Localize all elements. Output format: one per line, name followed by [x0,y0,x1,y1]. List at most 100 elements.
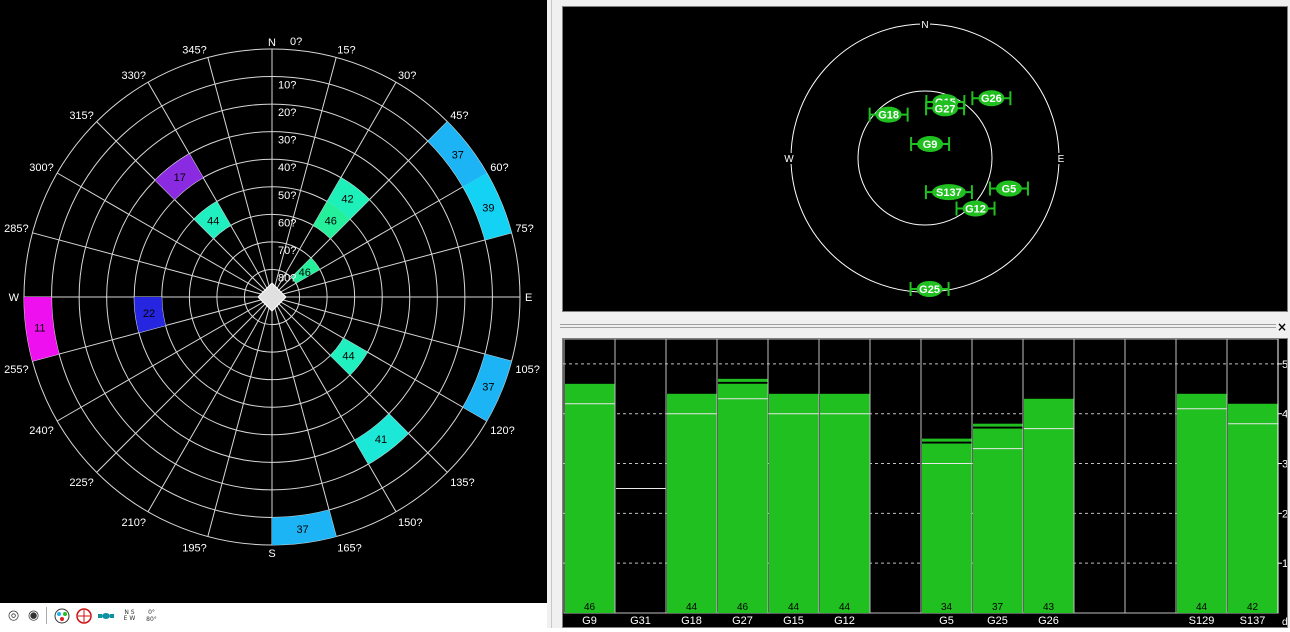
azimuth-label: 15? [337,45,355,57]
snr-column [614,338,667,614]
horizontal-splitter[interactable]: × [558,318,1290,336]
azimuth-spoke [271,296,337,537]
elevation-label: 70? [278,245,296,257]
snr-sat-label: G5 [939,615,954,627]
snr-bar[interactable] [1177,393,1227,613]
snr-value-label: 43 [1043,602,1055,613]
satellite-id: S137 [936,187,962,199]
elevation-icon[interactable]: 0° 80° [142,606,161,625]
azimuth-label: 225? [69,477,93,489]
azimuth-label: 285? [4,223,28,235]
snr-cell [194,201,231,239]
snr-cell [313,201,350,239]
compass-label: S [268,548,275,560]
snr-sat-label: G12 [834,615,855,627]
azimuth-spoke [207,57,273,298]
azimuth-label: 150? [398,517,422,529]
snr-bar[interactable] [1024,398,1074,613]
azimuth-spoke [271,57,337,298]
snr-column [1124,338,1177,614]
satellite-icon[interactable] [96,606,115,625]
snr-bar-chart[interactable]: 46 G9 G31 44 G18 46 G27 44 G15 44 G12 34 G5 37 G25 43 G2… [562,338,1290,628]
azimuth-label: 135? [450,477,474,489]
satellite-marker[interactable]: S137 [924,184,973,201]
snr-bar[interactable] [820,393,870,613]
compass-red-icon[interactable] [74,606,93,625]
snr-cell [155,153,204,200]
snr-axis-tick: 50 [1282,359,1287,371]
sky-compass-label: W [784,154,794,165]
snr-axis-tick: 30 [1282,459,1287,471]
satellite-marker[interactable]: G18 [868,106,909,123]
azimuth-label: 240? [29,425,53,437]
circle-target-icon[interactable]: ◎ [7,608,20,623]
satellite-marker[interactable]: G25 [909,280,950,297]
azimuth-spoke [147,81,273,298]
azimuth-spoke [271,232,512,298]
snr-cell [24,297,60,362]
azimuth-spoke [96,121,273,298]
azimuth-label: 45? [450,110,468,122]
azimuth-label: 315? [69,110,93,122]
snr-cell-value: 11 [34,323,45,335]
snr-bar[interactable] [667,393,717,613]
satellite-marker[interactable]: G26 [971,90,1012,107]
snr-sat-label: G26 [1038,615,1059,627]
satellite-marker[interactable]: G9 [910,136,951,153]
azimuth-label: 255? [4,364,28,376]
snr-column [869,338,922,614]
snr-cell-value: 37 [482,382,494,394]
snr-bar[interactable] [973,428,1023,613]
snr-axis-tick: 20 [1282,508,1287,520]
compass-label: W [9,292,20,304]
satellite-marker[interactable]: G12 [955,200,996,217]
snr-bar[interactable] [718,383,768,613]
snr-panel: 46 G9 G31 44 G18 46 G27 44 G15 44 G12 34 G5 37 G25 43 G2… [558,336,1290,628]
azimuth-spoke [32,232,273,298]
snr-cell-value: 46 [299,267,311,279]
ring-icon[interactable]: ◉ [27,608,40,623]
satellite-id: G27 [935,103,956,115]
satellite-marker[interactable]: G27 [925,100,966,117]
elevation-label: 50? [278,190,296,202]
snr-cell-value: 37 [452,149,464,161]
satellite-id: G25 [919,284,940,296]
snr-value-label: 44 [788,602,800,613]
snr-value-label: 37 [992,602,1004,613]
azimuth-label: 0? [290,36,302,48]
close-icon[interactable]: × [1276,320,1288,334]
snr-cell [134,297,166,333]
azimuth-spoke [207,296,273,537]
azimuth-spoke [271,296,397,513]
snr-bar[interactable] [769,393,819,613]
snr-cell-value: 41 [375,434,387,446]
snr-value-label: 44 [839,602,851,613]
snr-bar[interactable] [922,443,972,613]
snr-column [1073,338,1126,614]
snr-sat-label: G15 [783,615,804,627]
snr-cell-value: 39 [482,202,494,214]
snr-value-label: 46 [584,602,596,613]
snr-bar[interactable] [1228,403,1278,613]
elevation-label: 40? [278,162,296,174]
azimuth-spoke [271,296,448,473]
snr-bar[interactable] [565,383,615,613]
snr-sat-label: G31 [630,615,651,627]
vertical-splitter[interactable] [547,0,558,628]
snr-value-label: 44 [686,602,698,613]
azimuth-label: 75? [515,223,533,235]
snr-sat-label: G25 [987,615,1008,627]
snr-value-label: 46 [737,602,749,613]
elevation-label: 60? [278,217,296,229]
sky-color-icon[interactable] [52,606,71,625]
azimuth-spoke [147,296,273,513]
snr-cell-value: 44 [342,351,354,363]
snr-polar-map[interactable]: 1737394442464611224144374137 0?15?30?45?… [0,0,547,603]
satellite-marker[interactable]: G5 [988,180,1029,197]
nwse-icon[interactable]: N S E W [120,606,139,625]
azimuth-label: 105? [515,364,539,376]
snr-cell-value: 17 [174,172,186,184]
